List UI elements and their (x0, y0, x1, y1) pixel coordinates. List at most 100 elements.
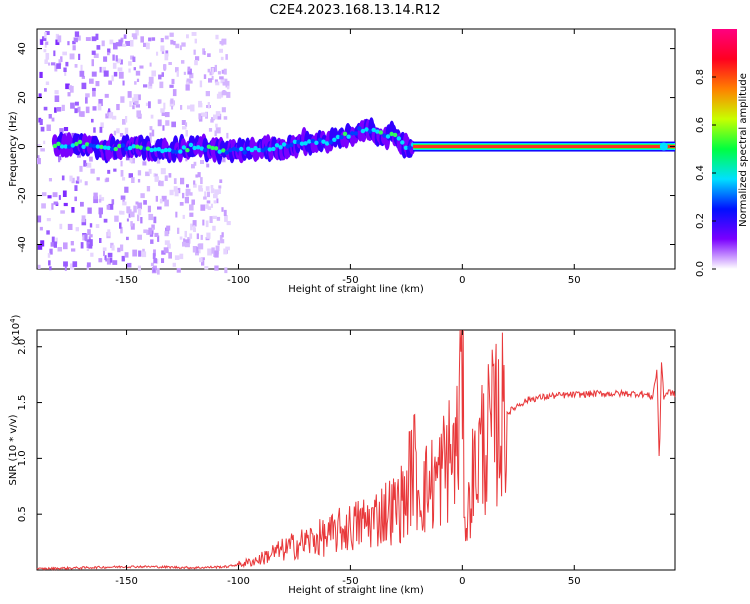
noise-speck (45, 41, 49, 45)
noise-speck (136, 110, 141, 118)
noise-speck (105, 177, 110, 182)
noise-speck (198, 103, 203, 108)
ridge-core (382, 133, 387, 138)
ridge-core (135, 144, 140, 149)
noise-speck (184, 122, 188, 127)
noise-speck (40, 126, 45, 132)
noise-speck (160, 108, 165, 113)
noise-speck (182, 214, 185, 219)
noise-speck (153, 173, 156, 177)
ridge-core (396, 136, 401, 141)
noise-speck (148, 76, 154, 84)
noise-speck (151, 70, 156, 77)
noise-speck (70, 263, 75, 270)
noise-speck (89, 78, 94, 84)
noise-speck (48, 114, 52, 119)
noise-speck (226, 132, 229, 139)
noise-speck (192, 246, 198, 253)
ridge-core (400, 140, 405, 145)
noise-speck (130, 211, 135, 218)
noise-speck (55, 237, 58, 244)
noise-speck (224, 215, 228, 222)
noise-speck (128, 173, 133, 178)
noise-speck (225, 54, 228, 60)
noise-speck (130, 157, 135, 164)
noise-speck (74, 64, 78, 68)
noise-speck (200, 234, 203, 240)
noise-speck (137, 208, 142, 216)
noise-speck (221, 69, 224, 74)
noise-speck (213, 200, 217, 204)
noise-speck (100, 122, 104, 128)
colorbar-ticks: 0.0 0.2 0.4 0.6 0.8 (695, 69, 716, 277)
noise-speck (39, 119, 43, 125)
noise-speck (108, 108, 111, 113)
noise-speck (226, 221, 231, 226)
colorbar-tick-label: 0.8 (695, 69, 706, 85)
noise-speck (42, 36, 47, 41)
noise-speck (184, 197, 189, 204)
noise-speck (37, 215, 42, 223)
ridge-core (74, 141, 79, 147)
noise-speck (183, 71, 186, 75)
ridge-core (314, 140, 319, 145)
ridge-core (364, 127, 369, 132)
colorbar-tick-label: 0.4 (695, 165, 706, 181)
noise-speck (186, 34, 189, 39)
noise-speck (127, 91, 132, 98)
noise-speck (222, 81, 227, 86)
noise-speck (116, 128, 120, 134)
snr-x-axis-label: Height of straight line (km) (288, 585, 424, 596)
noise-speck (153, 249, 156, 257)
ridge-core (303, 141, 308, 146)
noise-speck (86, 265, 89, 270)
noise-speck (96, 45, 101, 50)
noise-speck (87, 229, 91, 236)
noise-speck (200, 160, 204, 164)
noise-speck (135, 201, 139, 205)
noise-speck (164, 35, 169, 40)
noise-speck (91, 50, 96, 55)
noise-speck (47, 195, 52, 199)
noise-speck (129, 101, 132, 107)
noise-speck (44, 59, 48, 64)
noise-speck (131, 33, 137, 38)
noise-speck (158, 180, 161, 186)
noise-speck (53, 241, 57, 248)
spectrogram-y-axis-label: Frequency (Hz) (8, 111, 19, 187)
noise-speck (143, 229, 148, 234)
noise-speck (206, 163, 210, 168)
noise-speck (37, 144, 41, 148)
snr-panel: -150 -100 -50 0 50 0.5 1.0 1.5 2.0 Height of st… (8, 314, 676, 596)
noise-speck (216, 216, 221, 221)
noise-speck (206, 200, 211, 204)
noise-speck (122, 43, 127, 47)
noise-speck (222, 158, 226, 162)
snr-series-line (36, 329, 676, 571)
noise-speck (186, 184, 189, 188)
noise-speck (85, 37, 91, 41)
noise-speck (157, 235, 160, 242)
noise-speck (107, 169, 111, 174)
noise-speck (161, 195, 167, 202)
noise-speck (89, 156, 93, 162)
noise-speck (142, 251, 147, 258)
noise-speck (196, 246, 199, 253)
ridge-core (99, 144, 104, 150)
noise-speck (50, 242, 55, 247)
noise-speck (136, 94, 141, 101)
noise-speck (79, 165, 83, 172)
noise-speck (185, 188, 191, 195)
noise-speck (65, 61, 69, 67)
noise-speck (104, 255, 107, 261)
noise-speck (75, 180, 80, 184)
noise-speck (168, 252, 172, 259)
noise-speck (211, 67, 214, 75)
noise-speck (181, 120, 186, 125)
noise-speck (58, 156, 61, 163)
noise-speck (159, 198, 163, 204)
noise-speck (214, 79, 218, 84)
noise-speck (206, 232, 211, 239)
spectrogram-y-tick-label: 40 (17, 42, 28, 55)
noise-speck (200, 204, 206, 211)
